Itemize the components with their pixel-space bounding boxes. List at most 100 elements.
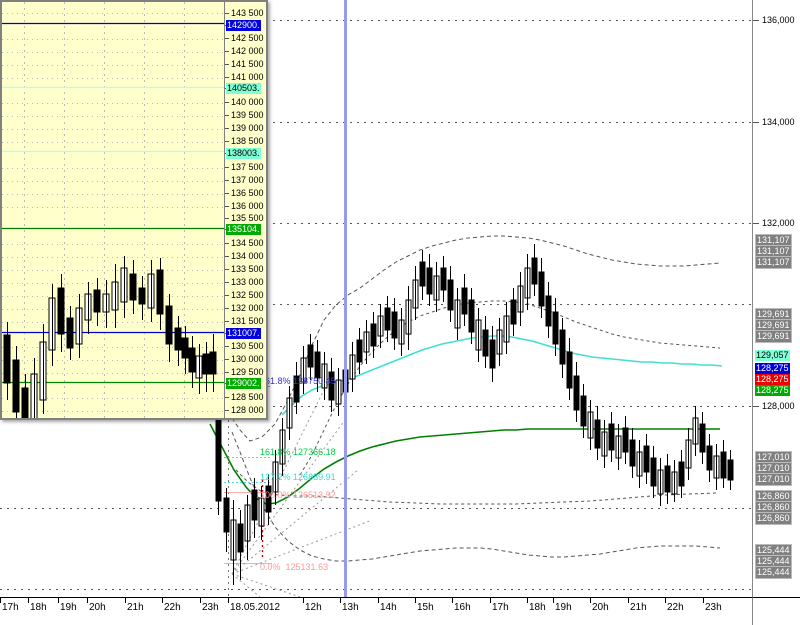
inset-chart-plot[interactable] <box>2 2 224 418</box>
inset-chart-svg <box>2 2 224 418</box>
time-axis-tick <box>527 598 528 603</box>
inset-axis-label: 141 000 <box>231 72 264 82</box>
price-axis-tick <box>753 20 759 21</box>
fib-val-100: 126513.92 <box>293 490 336 500</box>
inset-axis-label: 132 000 <box>231 303 264 313</box>
price-axis[interactable]: 136,000 134,000 132,000 131,107 131,107 131,1… <box>752 0 800 597</box>
inset-axis-label: 142 000 <box>231 46 264 56</box>
inset-price-marker-green[interactable]: 129002. <box>226 378 261 389</box>
time-axis-tick <box>490 598 491 603</box>
mid-band-upper-line <box>299 300 721 476</box>
time-axis-label: 19h <box>60 602 77 613</box>
inset-axis-label: 133 000 <box>231 277 264 287</box>
time-axis-label: 14h <box>380 602 397 613</box>
price-marker-tag-cyan[interactable]: 129,057 <box>755 350 790 361</box>
time-axis-tick <box>87 598 88 603</box>
time-axis-tick <box>665 598 666 603</box>
time-axis-tick <box>228 598 229 603</box>
inset-axis-tick <box>225 321 229 322</box>
time-axis-label: 12h <box>305 602 322 613</box>
inset-axis-tick <box>225 295 229 296</box>
inset-axis-tick <box>225 51 229 52</box>
price-axis-label: 128,000 <box>762 401 795 411</box>
time-axis-tick <box>340 598 341 603</box>
inset-axis-label: 133 500 <box>231 264 264 274</box>
fib-pct-100: 100.0% <box>260 490 291 500</box>
inset-axis-label: 139 500 <box>231 110 264 120</box>
inset-axis-tick <box>225 193 229 194</box>
inset-axis-tick <box>225 282 229 283</box>
time-axis[interactable]: 17h 18h 19h 20h 21h 22h 23h 18.05.2012 12h 13h 14h… <box>0 597 752 625</box>
axis-corner <box>752 597 800 625</box>
fib-pct-0: 0.0% <box>260 562 281 572</box>
time-axis-tick <box>200 598 201 603</box>
fib-pct-1272: 127.2% <box>260 472 291 482</box>
time-axis-tick <box>0 598 1 603</box>
fib-label-1272: 127.2% 126889.91 <box>260 472 336 482</box>
inset-axis-tick <box>225 13 229 14</box>
inset-price-marker-blue[interactable]: 142900. <box>226 20 261 31</box>
inset-price-marker-green[interactable]: 135104. <box>226 224 261 235</box>
inset-price-axis[interactable]: 143 500 142900. 142 500 142 000 141 500 141 0… <box>224 2 266 418</box>
inset-axis-label: 131 500 <box>231 316 264 326</box>
fib-val-0: 125131.63 <box>285 562 329 572</box>
inset-axis-label: 142 500 <box>231 33 264 43</box>
price-marker-tag-green[interactable]: 128,275 <box>755 385 790 396</box>
inset-axis-tick <box>225 256 229 257</box>
time-axis-label: 18h <box>30 602 47 613</box>
fib-val-1618: 127366.18 <box>293 447 336 457</box>
price-marker-tag-grey[interactable]: 127,010 <box>755 473 792 486</box>
time-axis-tick <box>703 598 704 603</box>
inset-axis-tick <box>225 346 229 347</box>
inset-axis-tick <box>225 141 229 142</box>
fib-pct-1618: 161.8% <box>260 447 291 457</box>
inset-axis-label: 128 000 <box>231 405 264 415</box>
price-marker-tag-red[interactable]: 128,275 <box>755 374 790 385</box>
time-axis-tick <box>452 598 453 603</box>
fib-val-2618: 128750.45 <box>293 376 336 386</box>
price-marker-tag-blue[interactable]: 128,275 <box>755 363 790 374</box>
inset-axis-label: 132 500 <box>231 290 264 300</box>
time-axis-label: 17h <box>2 602 19 613</box>
main-chart-svg <box>0 0 752 597</box>
inset-axis-label: 129 500 <box>231 367 264 377</box>
time-axis-label: 23h <box>705 602 722 613</box>
price-marker-tag-grey[interactable]: 129,691 <box>755 330 792 343</box>
zoom-overview-window[interactable]: 143 500 142900. 142 500 142 000 141 500 141 0… <box>0 0 268 420</box>
price-marker-tag-grey[interactable]: 126,860 <box>755 512 792 525</box>
time-axis-tick <box>28 598 29 603</box>
inset-axis-tick <box>225 269 229 270</box>
time-axis-label: 16h <box>454 602 471 613</box>
inset-axis-tick <box>225 206 229 207</box>
time-axis-label: 23h <box>202 602 219 613</box>
price-marker-tag-grey[interactable]: 131,107 <box>755 256 792 269</box>
price-axis-tick <box>753 223 759 224</box>
inset-axis-tick <box>225 64 229 65</box>
time-axis-tick <box>415 598 416 603</box>
inset-axis-label: 140 000 <box>231 97 264 107</box>
fib-label-100: 100.0% 126513.92 <box>260 490 336 500</box>
inset-price-marker-cyan[interactable]: 140503. <box>226 83 261 94</box>
inset-axis-tick <box>225 38 229 39</box>
inset-axis-label: 143 500 <box>231 8 264 18</box>
time-axis-label: 22h <box>164 602 181 613</box>
main-chart-plot[interactable]: 261.8% 128750.45 161.8% 127366.18 127.2%… <box>0 0 752 597</box>
time-axis-label: 21h <box>630 602 647 613</box>
inset-axis-label: 136 000 <box>231 201 264 211</box>
time-axis-tick <box>590 598 591 603</box>
fib-pct-2618: 261.8% <box>260 376 291 386</box>
inset-axis-tick <box>225 128 229 129</box>
fib-label-1618: 161.8% 127366.18 <box>260 447 336 457</box>
inset-price-marker-cyan[interactable]: 138003. <box>226 148 261 159</box>
inset-axis-label: 137 500 <box>231 162 264 172</box>
time-axis-tick <box>553 598 554 603</box>
time-axis-label: 17h <box>492 602 509 613</box>
inset-axis-tick <box>225 410 229 411</box>
inset-axis-tick <box>225 102 229 103</box>
inset-price-marker-blue[interactable]: 131007. <box>226 328 261 339</box>
price-marker-tag-grey[interactable]: 125,444 <box>755 566 792 579</box>
inset-axis-label: 134 000 <box>231 251 264 261</box>
time-axis-tick <box>378 598 379 603</box>
inset-axis-label: 136 500 <box>231 188 264 198</box>
